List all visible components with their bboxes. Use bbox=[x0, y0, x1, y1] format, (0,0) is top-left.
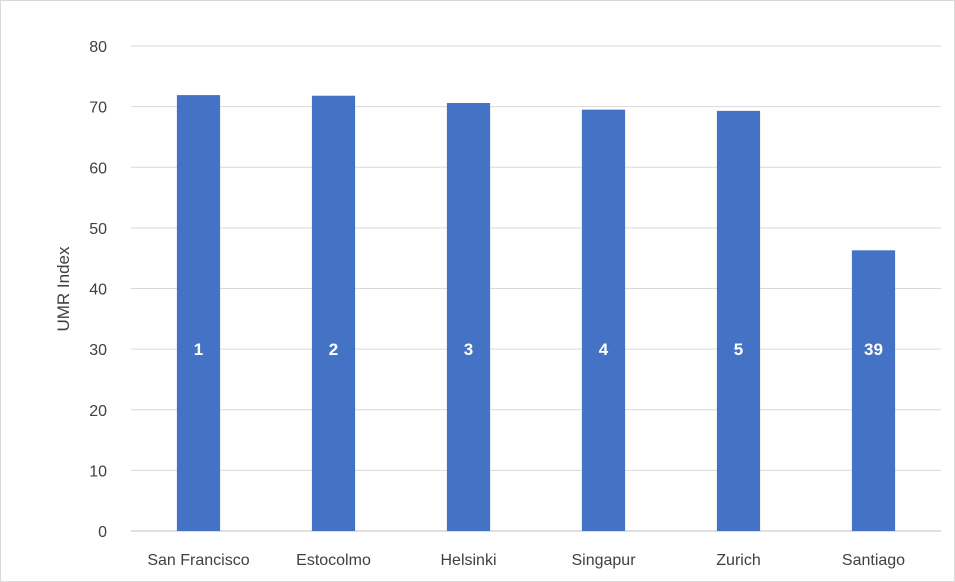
bar bbox=[447, 103, 490, 531]
y-tick-label: 30 bbox=[89, 342, 107, 359]
y-axis-ticks: 0 10 20 30 40 50 60 70 80 bbox=[89, 39, 107, 541]
bar-data-label: 4 bbox=[599, 340, 609, 359]
bar bbox=[717, 111, 760, 531]
x-axis-ticks: San Francisco Estocolmo Helsinki Singapur Zu… bbox=[147, 552, 905, 569]
y-tick-label: 10 bbox=[89, 463, 107, 480]
y-tick-label: 0 bbox=[98, 524, 107, 541]
bar-data-label: 3 bbox=[464, 340, 473, 359]
x-tick-label: Singapur bbox=[571, 552, 636, 569]
x-tick-label: San Francisco bbox=[147, 552, 249, 569]
gridlines bbox=[131, 46, 941, 531]
bar-data-label: 1 bbox=[194, 340, 203, 359]
y-tick-label: 50 bbox=[89, 221, 107, 238]
bar bbox=[312, 96, 355, 531]
bar-data-label: 39 bbox=[864, 340, 883, 359]
bar-data-label: 2 bbox=[329, 340, 338, 359]
x-tick-label: Zurich bbox=[716, 552, 760, 569]
y-tick-label: 60 bbox=[89, 160, 107, 177]
y-axis-title: UMR Index bbox=[54, 246, 73, 332]
y-tick-label: 80 bbox=[89, 39, 107, 56]
y-tick-label: 70 bbox=[89, 100, 107, 117]
x-tick-label: Helsinki bbox=[440, 552, 496, 569]
bar bbox=[177, 95, 220, 531]
bars bbox=[177, 95, 895, 531]
bar-data-label: 5 bbox=[734, 340, 743, 359]
y-tick-label: 20 bbox=[89, 403, 107, 420]
y-tick-label: 40 bbox=[89, 282, 107, 299]
bar bbox=[852, 250, 895, 531]
x-tick-label: Estocolmo bbox=[296, 552, 371, 569]
bar bbox=[582, 110, 625, 531]
x-tick-label: Santiago bbox=[842, 552, 905, 569]
